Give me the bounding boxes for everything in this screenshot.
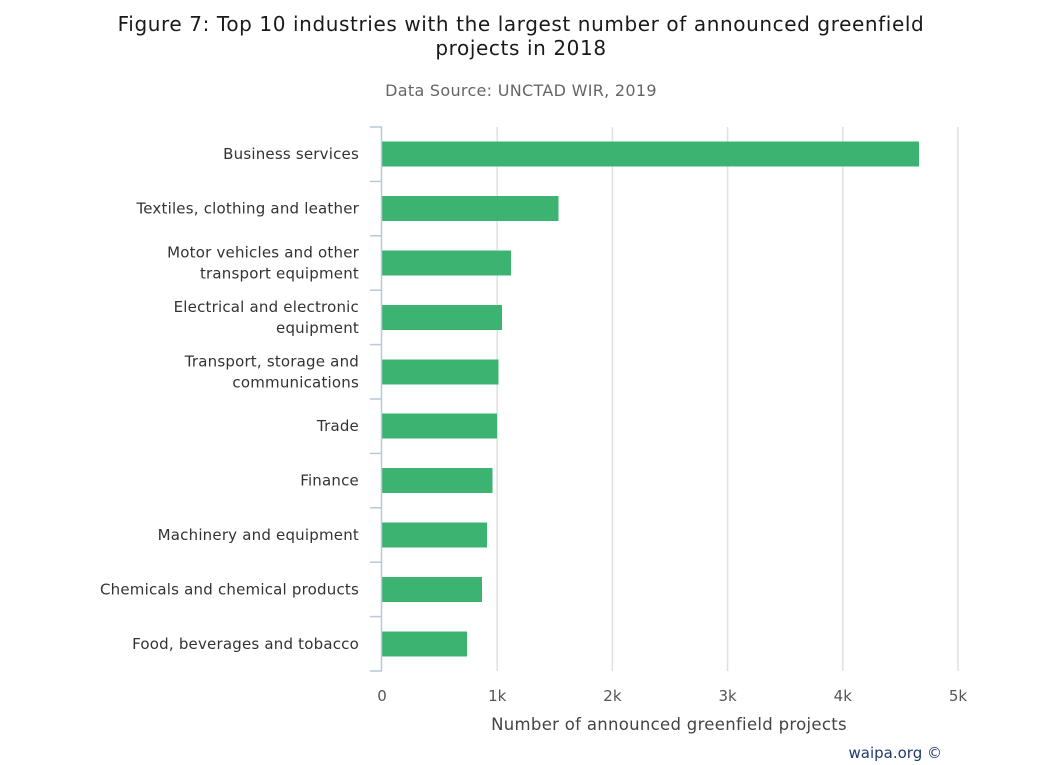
category-axis: [370, 126, 383, 672]
category-label: Food, beverages and tobacco: [132, 635, 359, 653]
bar[interactable]: [382, 413, 498, 439]
chart-title-line: Figure 7: Top 10 industries with the lar…: [118, 12, 925, 36]
gridlines: [496, 127, 959, 671]
x-tick-label: 4k: [834, 687, 853, 705]
x-tick-label: 0: [377, 687, 387, 705]
x-tick-label: 3k: [718, 687, 737, 705]
category-label: Motor vehicles and other transport equipm…: [167, 244, 360, 283]
bar[interactable]: [382, 576, 483, 602]
category-label: Electrical and electronic equipment: [174, 298, 359, 337]
bar[interactable]: [382, 304, 502, 330]
category-labels: Business services Textiles, clothing and …: [100, 145, 360, 653]
category-label: Textiles, clothing and leather: [135, 200, 359, 218]
x-tick-label: 5k: [949, 687, 968, 705]
category-label: Business services: [223, 145, 359, 163]
bar[interactable]: [382, 141, 919, 167]
chart-subtitle: Data Source: UNCTAD WIR, 2019: [385, 81, 657, 100]
x-tick-label: 1k: [488, 687, 507, 705]
credit-link[interactable]: waipa.org ©: [849, 744, 942, 762]
x-axis-title: Number of announced greenfield projects: [491, 715, 847, 734]
bar[interactable]: [382, 196, 559, 222]
x-tick-labels: 0 1k 2k 3k 4k 5k: [377, 687, 967, 705]
chart-title: Figure 7: Top 10 industries with the lar…: [118, 12, 925, 60]
bar[interactable]: [382, 522, 487, 548]
chart-title-line: projects in 2018: [435, 36, 606, 60]
bars: [382, 141, 919, 657]
category-label: Trade: [316, 417, 359, 435]
bar[interactable]: [382, 359, 499, 385]
category-label: Transport, storage and communications: [184, 352, 359, 391]
bar[interactable]: [382, 631, 468, 657]
bar[interactable]: [382, 468, 493, 494]
category-label: Chemicals and chemical products: [100, 580, 359, 598]
x-tick-label: 2k: [603, 687, 622, 705]
category-label: Finance: [300, 472, 359, 490]
category-label: Machinery and equipment: [158, 526, 359, 544]
bar[interactable]: [382, 250, 512, 276]
